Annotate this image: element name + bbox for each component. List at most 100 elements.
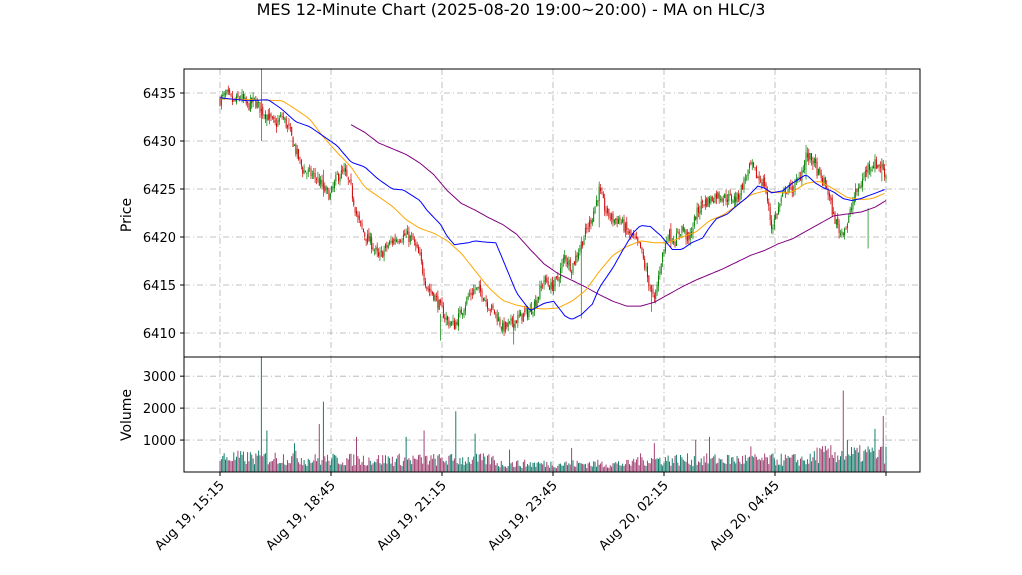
volume-bar xyxy=(555,468,557,472)
candle-body xyxy=(338,173,340,181)
volume-bar xyxy=(419,454,421,472)
candle-body xyxy=(492,305,494,309)
volume-bar xyxy=(554,467,556,472)
candle-body xyxy=(670,228,672,242)
candle-body xyxy=(444,318,446,320)
volume-bar xyxy=(343,465,345,472)
volume-bar xyxy=(527,464,528,472)
volume-bar xyxy=(504,466,506,472)
volume-tick-label: 2000 xyxy=(143,402,176,417)
volume-bar xyxy=(733,461,735,472)
volume-bar xyxy=(645,465,647,472)
volume-bar xyxy=(259,455,261,472)
volume-bar xyxy=(740,463,742,472)
volume-bar xyxy=(800,458,801,472)
volume-bar xyxy=(416,459,418,472)
candle-body xyxy=(353,199,355,206)
candle-body xyxy=(743,177,745,189)
candle-body xyxy=(885,175,887,179)
volume-bar xyxy=(875,458,877,472)
candle-body xyxy=(471,293,473,295)
candle-body xyxy=(383,249,385,257)
candle-body xyxy=(354,207,356,213)
candle-body xyxy=(611,213,613,220)
candle-body xyxy=(747,169,749,177)
volume-bar xyxy=(811,461,813,472)
volume-bar xyxy=(706,453,708,472)
candle-body xyxy=(278,118,280,122)
volume-bar xyxy=(882,416,884,472)
candle-body xyxy=(298,149,300,160)
candle-body xyxy=(532,311,534,315)
volume-bar xyxy=(702,465,704,472)
candle-body xyxy=(551,281,553,291)
candle-body xyxy=(757,177,759,179)
volume-bar xyxy=(518,465,520,472)
candle-body xyxy=(634,236,636,238)
volume-bar xyxy=(717,462,719,472)
candle-body xyxy=(760,180,762,182)
volume-bar xyxy=(594,461,596,472)
candle-body xyxy=(393,239,395,245)
volume-bar xyxy=(270,461,272,472)
candle-body xyxy=(633,233,635,236)
candle-body xyxy=(637,236,639,242)
candle-body xyxy=(783,189,785,192)
volume-bar xyxy=(489,464,491,472)
volume-bar xyxy=(795,462,797,472)
volume-bar xyxy=(831,455,833,472)
candle-body xyxy=(732,201,734,203)
candle-body xyxy=(838,224,840,233)
volume-bar xyxy=(586,467,588,472)
candle-body xyxy=(542,285,544,287)
volume-bar xyxy=(477,461,479,472)
candle-body xyxy=(373,249,375,251)
volume-bar xyxy=(620,465,622,472)
volume-bar xyxy=(376,459,378,472)
volume-bar xyxy=(506,467,508,472)
volume-bar xyxy=(467,456,469,472)
candle-body xyxy=(801,170,803,182)
volume-bar xyxy=(449,454,451,472)
volume-bar xyxy=(400,465,402,472)
volume-bar xyxy=(820,449,822,472)
candle-body xyxy=(280,114,282,117)
volume-bar xyxy=(576,460,578,472)
candle-body xyxy=(576,254,578,257)
volume-bar xyxy=(471,459,473,472)
candle-body xyxy=(281,116,283,117)
candle-body xyxy=(820,173,822,178)
volume-bar xyxy=(440,458,442,472)
volume-bar xyxy=(474,433,476,472)
volume-bar xyxy=(880,446,881,472)
candle-body xyxy=(609,217,611,219)
volume-bar xyxy=(561,465,563,472)
candle-body xyxy=(682,226,684,231)
volume-bar xyxy=(434,458,436,472)
candle-body xyxy=(859,187,861,189)
candle-body xyxy=(442,306,444,318)
candle-body xyxy=(405,233,407,235)
volume-bar xyxy=(244,461,246,472)
volume-bar xyxy=(397,455,399,472)
volume-bar xyxy=(532,462,534,472)
candle-body xyxy=(499,318,501,326)
volume-bar xyxy=(715,463,717,472)
volume-bar xyxy=(277,463,279,472)
volume-bar xyxy=(332,453,334,472)
volume-bar xyxy=(732,457,734,472)
candle-body xyxy=(401,240,403,243)
volume-bar xyxy=(273,459,275,472)
candle-body xyxy=(267,114,269,121)
volume-bar xyxy=(707,463,709,472)
candle-body xyxy=(317,177,319,179)
volume-bar xyxy=(336,457,338,472)
candle-body xyxy=(746,177,748,179)
volume-bar xyxy=(540,463,542,472)
volume-bar xyxy=(382,455,384,472)
volume-bar xyxy=(364,465,366,472)
volume-bar xyxy=(522,461,524,472)
volume-bar xyxy=(724,463,726,472)
volume-bar xyxy=(396,458,397,472)
volume-bar xyxy=(673,462,675,472)
